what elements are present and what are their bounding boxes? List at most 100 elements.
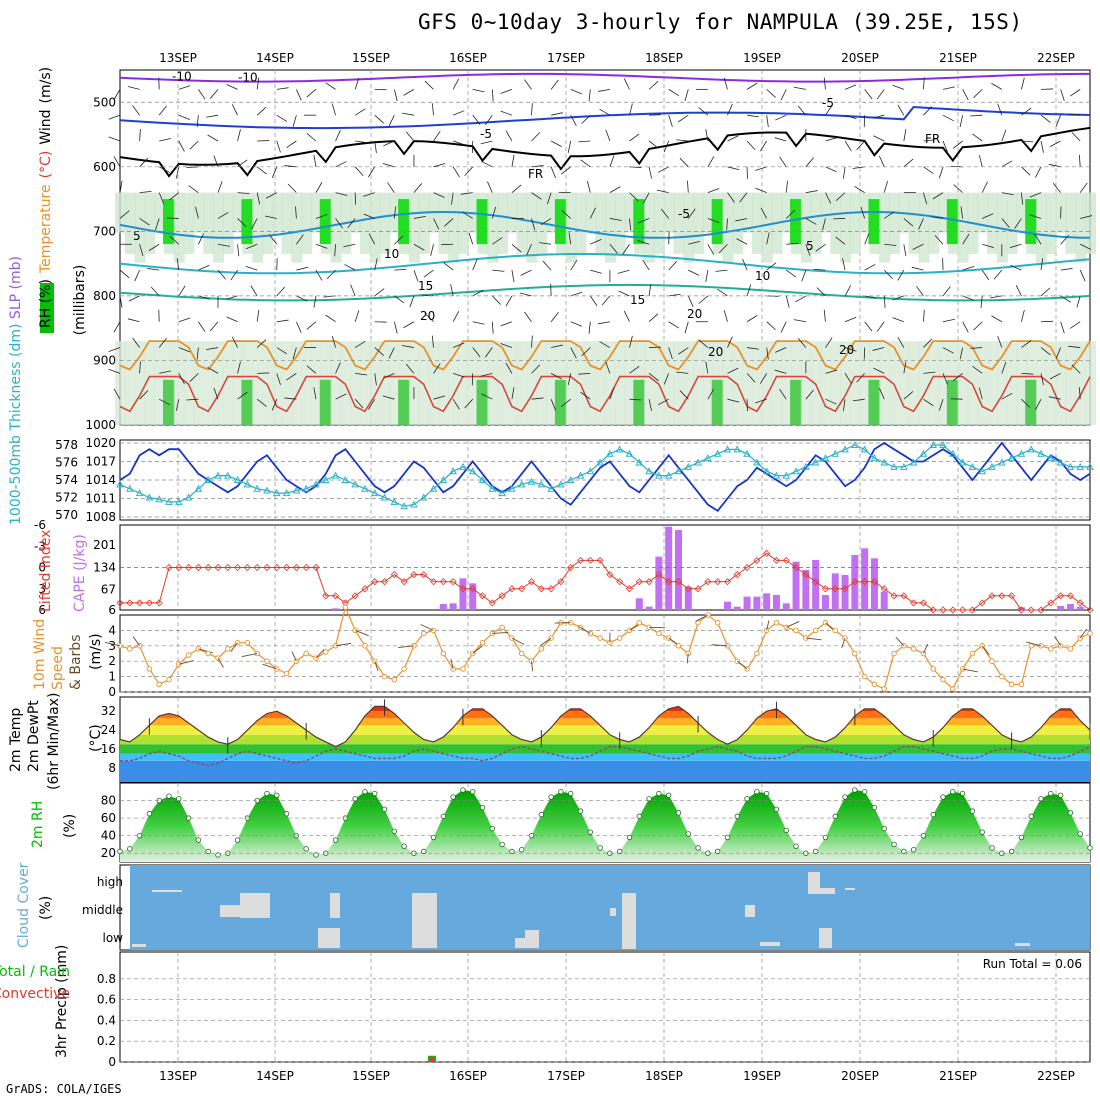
wind-barb [727,135,739,142]
wind-barb [368,166,376,178]
rh-point [372,790,378,797]
wind-barb [1070,89,1081,97]
wind-barb [923,139,936,142]
wind-barb [760,207,768,219]
wind-barb [903,129,907,142]
wind-barb [668,260,678,271]
wind-barb [519,292,532,297]
wind-barb [550,373,562,380]
wind-barb [1001,392,1013,400]
wind-speed-point [401,666,407,672]
wind-barb [727,336,733,348]
rh-shade-cell [526,341,538,425]
wind-barb [237,129,241,142]
pressure-tick: 500 [93,95,116,109]
rh-point [391,828,398,834]
wind-barb [178,114,191,121]
wind-barb [918,218,924,230]
rh-shade-cell [193,192,205,233]
wind-barb [354,310,360,322]
wind-barb [127,86,140,90]
wind-barb [739,192,748,203]
wind-barb [883,269,893,280]
wind-barb-10m [374,661,379,672]
wind-barb [481,393,493,400]
wind-barb [295,321,302,333]
thickness-point [508,484,516,492]
li-point [625,585,634,593]
rh-high-cell [868,379,881,425]
rh-shade-cell [154,341,166,425]
wind-barb [813,268,826,271]
wind-barb [856,140,865,151]
wind-barb [623,78,630,90]
wind-barb [648,283,652,296]
rh-shade-cell [301,341,313,425]
wind-barb [1040,287,1051,297]
wind-barb [472,289,484,297]
wind-barb [878,155,885,167]
wind-barb [343,243,356,248]
li-point [273,563,281,572]
wind-barb [825,398,837,405]
wind-barb [970,114,983,117]
wind-barb [542,260,552,271]
wind-barb [1021,77,1025,90]
rh-shade-cell [330,341,342,425]
rh-point [489,825,496,832]
rh-shade-cell [840,341,852,425]
rh-point [460,787,466,793]
wind-barb-10m [472,645,483,654]
wind-barb-10m [291,651,297,662]
wind-speed-point [1067,646,1074,652]
cloud-block [819,928,832,948]
slp-series-line [119,441,1091,512]
rh-shade-cell [751,192,763,254]
wind-speed-point [127,646,133,652]
rh-point [1057,792,1064,798]
wind-barb [207,134,219,142]
wind-barb [452,342,465,348]
wind-barb [237,391,248,400]
li-point [812,578,820,586]
li-point [1037,606,1045,614]
rh-shade-cell [408,192,420,263]
wind-speed-point [754,650,760,657]
wind-barb [759,140,768,152]
cape-bar [1057,606,1065,610]
wind-barb [588,89,591,102]
rh-shade-cell [261,192,273,254]
wind-barb [779,156,787,168]
wind-barb [500,343,513,348]
rh-shade-cell [663,341,675,425]
wind-barb [245,266,258,271]
slp-ylabel-part: 1000-500mb [8,435,24,525]
wind-barb [1029,214,1042,219]
temp-band [120,753,1090,761]
wind-barb [1049,373,1061,380]
rh-shade-cell [546,192,558,233]
wind-barb [127,318,140,323]
rh-point [734,813,740,820]
rh-shade-cell [977,341,989,425]
li-tick: 3 [38,582,46,596]
contour-label: -10 [172,69,192,83]
wind-barb [648,140,659,149]
wind-ylabel-part: & Barbs [68,635,84,691]
wind-barb [780,321,787,333]
wind-barb [629,218,632,231]
rh-point [303,846,309,852]
wind-barb-10m [262,663,277,670]
rh-shade-cell [291,192,303,263]
wind-barb [779,389,787,400]
thickness-point [664,471,673,479]
wind-speed-point [1048,646,1054,652]
rh-shade-cell [653,341,665,425]
rh-point [313,852,319,858]
rh-shade-cell [742,192,754,233]
wind-barb [923,166,934,174]
rh-point [1028,813,1034,820]
precip-tick: 0.4 [97,1013,116,1027]
thickness-point [811,458,820,466]
